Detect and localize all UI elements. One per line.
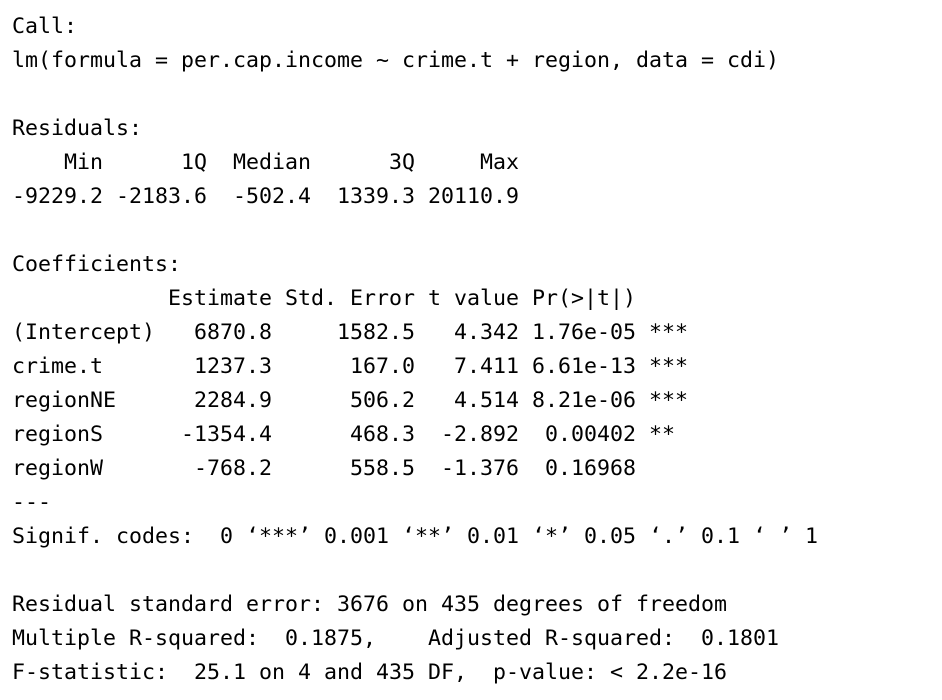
f-statistic-line: F-statistic: 25.1 on 4 and 435 DF, p-val… [12, 660, 728, 685]
residual-standard-error: Residual standard error: 3676 on 435 deg… [12, 592, 728, 617]
coefficient-row-region-w: regionW -768.2 558.5 -1.376 0.16968 [12, 456, 689, 481]
signif-codes: Signif. codes: 0 ‘***’ 0.001 ‘**’ 0.01 ‘… [12, 524, 819, 549]
call-formula: lm(formula = per.cap.income ~ crime.t + … [12, 48, 780, 73]
residuals-labels: Min 1Q Median 3Q Max [12, 150, 533, 175]
coefficients-header: Coefficients: [12, 252, 182, 277]
coefficient-row-region-ne: regionNE 2284.9 506.2 4.514 8.21e-06 *** [12, 388, 689, 413]
blank-line [12, 554, 937, 588]
coefficient-row-crime-t: crime.t 1237.3 167.0 7.411 6.61e-13 *** [12, 354, 689, 379]
r-console-output: Call: lm(formula = per.cap.income ~ crim… [12, 10, 937, 695]
coefficient-row-intercept: (Intercept) 6870.8 1582.5 4.342 1.76e-05… [12, 320, 689, 345]
residuals-header: Residuals: [12, 116, 143, 141]
blank-line [12, 214, 937, 248]
residuals-values: -9229.2 -2183.6 -502.4 1339.3 20110.9 [12, 184, 533, 209]
call-header: Call: [12, 14, 78, 39]
coefficients-column-headers: Estimate Std. Error t value Pr(>|t|) [12, 286, 689, 311]
separator-line: --- [12, 490, 52, 515]
blank-line [12, 78, 937, 112]
r-squared-line: Multiple R-squared: 0.1875, Adjusted R-s… [12, 626, 793, 651]
coefficient-row-region-s: regionS -1354.4 468.3 -2.892 0.00402 ** [12, 422, 689, 447]
